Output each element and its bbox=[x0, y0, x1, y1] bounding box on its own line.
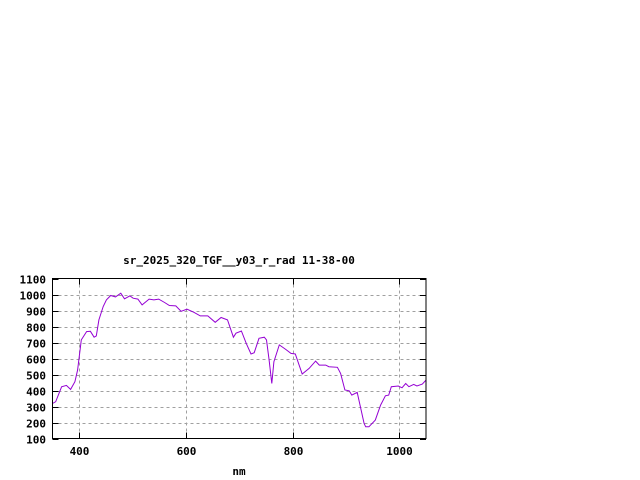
y-tick-label: 100 bbox=[26, 434, 46, 447]
x-tick-label: 400 bbox=[70, 445, 90, 458]
y-tick-label: 1000 bbox=[20, 290, 47, 303]
y-tick-label: 500 bbox=[26, 370, 46, 383]
y-tick-label: 400 bbox=[26, 386, 46, 399]
y-tick-label: 700 bbox=[26, 338, 46, 351]
x-tick-label: 600 bbox=[177, 445, 197, 458]
y-tick-label: 900 bbox=[26, 306, 46, 319]
grid bbox=[52, 278, 426, 439]
series-line bbox=[52, 292, 427, 428]
x-tick-label: 800 bbox=[284, 445, 304, 458]
y-axis: 100 200 300 400 500 600 700 800 900 1000 1100 bbox=[20, 274, 426, 447]
x-axis: 400 600 800 1000 bbox=[70, 278, 413, 458]
y-tick-label: 1100 bbox=[20, 274, 47, 287]
chart-title: sr_2025_320_TGF__y03_r_rad 11-38-00 bbox=[123, 254, 355, 267]
y-tick-label: 300 bbox=[26, 402, 46, 415]
y-tick-label: 600 bbox=[26, 354, 46, 367]
y-tick-label: 800 bbox=[26, 322, 46, 335]
y-tick-label: 200 bbox=[26, 418, 46, 431]
plot-border bbox=[52, 278, 427, 439]
x-tick-label: 1000 bbox=[386, 445, 413, 458]
x-axis-label: nm bbox=[232, 465, 246, 478]
